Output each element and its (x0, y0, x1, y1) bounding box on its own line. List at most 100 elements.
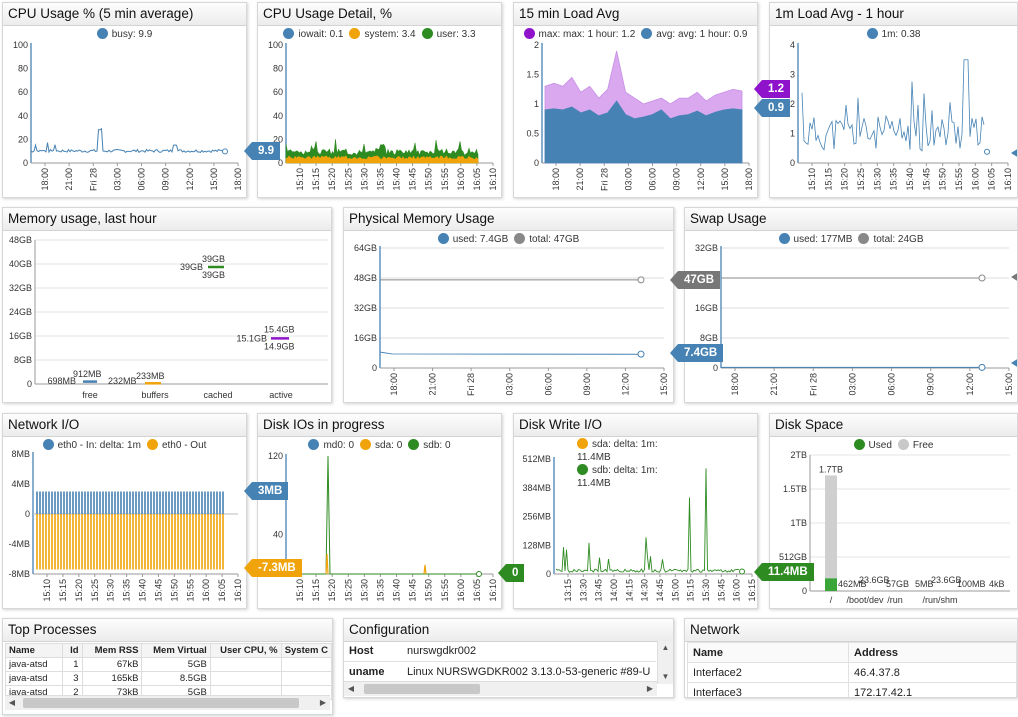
legend-item[interactable]: used: 177MB (778, 233, 852, 245)
legend-item[interactable]: used: 7.4GB (437, 233, 508, 245)
vertical-scrollbar[interactable]: ▲ ▼ (657, 641, 673, 684)
legend-item[interactable]: sda: delta: 1m: 11.4MB (577, 438, 681, 464)
disk-write-panel: Disk Write I/O sda: delta: 1m: 11.4MB sdb… (513, 413, 758, 609)
legend-item[interactable]: system: 3.4 (349, 28, 416, 40)
last-value-marker (739, 568, 745, 575)
legend-item[interactable]: Used (853, 439, 892, 451)
y-tick-label: 8MB (11, 449, 30, 459)
legend-marker-icon (42, 439, 54, 450)
x-tick-label: 15:40 (392, 579, 402, 602)
x-tick-label: 09:00 (161, 168, 171, 191)
x-tick-label: 16:05 (987, 168, 997, 191)
x-tick-label: 15:25 (90, 579, 100, 602)
data-label: 1.7TB (819, 464, 843, 474)
x-tick-label: 15:55 (954, 168, 964, 191)
panel-title: Configuration (344, 619, 673, 642)
scroll-left-arrow-icon[interactable]: ◀ (347, 684, 355, 693)
panel-title: Top Processes (3, 619, 332, 642)
legend-marker-icon (853, 439, 865, 450)
table-row[interactable]: Interface2 46.4.37.8 (687, 662, 1017, 683)
scroll-down-arrow-icon[interactable]: ▼ (661, 672, 670, 681)
legend-item[interactable]: Free (897, 439, 933, 451)
legend-marker-icon (146, 439, 158, 450)
config-key: uname (344, 661, 402, 683)
legend-item[interactable]: sda: 0 (360, 439, 402, 451)
legend-item[interactable]: max: max: 1 hour: 1.2 (523, 28, 635, 40)
y-tick-label: 0 (23, 158, 28, 168)
x-tick-label: 16:10 (488, 168, 498, 191)
scroll-right-arrow-icon[interactable]: ▶ (319, 698, 327, 707)
horizontal-scrollbar[interactable]: ◀ ▶ (5, 695, 330, 710)
column-header: Name (687, 642, 849, 663)
legend-item[interactable]: iowait: 0.1 (283, 28, 343, 40)
x-tick-label: 15:35 (889, 168, 899, 191)
data-label: 4kB (989, 579, 1005, 589)
x-tick-label: 21:00 (575, 168, 585, 191)
x-tick-label: 13:15 (563, 579, 573, 602)
x-tick-label: 12:00 (696, 168, 706, 191)
legend-item[interactable]: eth0 - Out (146, 439, 206, 451)
legend-item[interactable]: eth0 - In: delta: 1m (42, 439, 141, 451)
data-label: 232MB (108, 376, 137, 386)
column-header: Id (62, 643, 83, 658)
legend-item[interactable]: sdb: 0 (408, 439, 451, 451)
load15-chart: 2 1.5 1 0.5 0 18:00 21:00 Fri 28 03:00 06:00 09:00… (526, 40, 754, 191)
x-tick-label: 15:45 (408, 579, 418, 602)
table-row[interactable]: java-atsd 3 165kB 8.5GB (4, 671, 332, 686)
configuration-panel: Configuration Host nurswgdkr002 uname Li… (343, 618, 674, 698)
panel-title: CPU Usage Detail, % (258, 3, 501, 26)
cpu-usage-panel: CPU Usage % (5 min average) busy: 9.9 10… (2, 2, 247, 198)
x-tick-label: 15:20 (840, 168, 850, 191)
network-io-chart: 8MB 4MB 0 -4MB -8MB 15:10 15:15 15:20 15:25 15:30… (8, 449, 243, 602)
legend-label: md0: 0 (323, 440, 355, 451)
legend-item[interactable]: total: 24GB (858, 233, 923, 245)
x-tick-label: 12:00 (620, 373, 630, 396)
legend-item[interactable]: user: 3.3 (421, 28, 476, 40)
data-label: 57GB (886, 579, 909, 589)
x-tick-label: 15:50 (169, 579, 179, 602)
legend-item[interactable]: sdb: delta: 1m: 11.4MB (577, 464, 681, 490)
x-tick-label: 14:30 (640, 579, 650, 602)
category-label: free (82, 390, 98, 400)
y-tick-label: 0 (25, 509, 30, 519)
y-tick-label: 48GB (9, 235, 32, 245)
table-row[interactable]: Interface3 172.17.42.1 (687, 682, 1017, 697)
y-tick-label: 40 (18, 111, 28, 121)
chart-legend: iowait: 0.1 system: 3.4 user: 3.3 (258, 28, 501, 40)
cell (209, 671, 282, 686)
scroll-up-arrow-icon[interactable]: ▲ (661, 643, 670, 652)
legend-item[interactable]: avg: avg: 1 hour: 0.9 (641, 28, 747, 40)
x-tick-label: Fri 28 (466, 373, 476, 396)
horizontal-scrollbar[interactable]: ◀ ▶ (344, 681, 657, 696)
x-tick-label: 09:00 (582, 373, 592, 396)
legend-item[interactable]: 1m: 0.38 (866, 28, 920, 40)
y-tick-label: 32GB (695, 243, 718, 253)
clipped-value-tag (1011, 149, 1017, 157)
x-tick-label: 15:35 (375, 168, 385, 191)
legend-item[interactable]: total: 47GB (514, 233, 579, 245)
sdb-series (286, 455, 478, 575)
legend-marker-icon (360, 439, 372, 450)
x-tick-label: 15:00 (1004, 373, 1014, 396)
x-tick-label: 15:30 (359, 168, 369, 191)
y-tick-label: 32GB (9, 283, 32, 293)
column-header: Name (4, 643, 64, 658)
legend-item[interactable]: busy: 9.9 (96, 28, 152, 40)
last-value-marker (978, 274, 986, 282)
scroll-right-arrow-icon[interactable]: ▶ (646, 684, 654, 693)
chart-legend: used: 7.4GB total: 47GB (344, 233, 673, 245)
data-label: 39GB (180, 262, 203, 272)
y-tick-label: 512MB (522, 454, 551, 464)
y-tick-label: 100 (13, 40, 28, 50)
x-tick-label: 12:00 (185, 168, 195, 191)
table-row[interactable]: java-atsd 1 67kB 5GB (4, 657, 332, 672)
scrollbar-thumb[interactable] (364, 684, 480, 694)
legend-label: total: 24GB (873, 234, 924, 245)
scrollbar-thumb[interactable] (23, 698, 299, 708)
cell: 8.5GB (141, 671, 211, 686)
legend-item[interactable]: md0: 0 (308, 439, 354, 451)
chart-legend: sda: delta: 1m: 11.4MB sdb: delta: 1m: 11… (574, 438, 684, 490)
scroll-left-arrow-icon[interactable]: ◀ (8, 698, 16, 707)
y-tick-label: 0 (278, 158, 283, 168)
last-value-marker (637, 350, 645, 358)
